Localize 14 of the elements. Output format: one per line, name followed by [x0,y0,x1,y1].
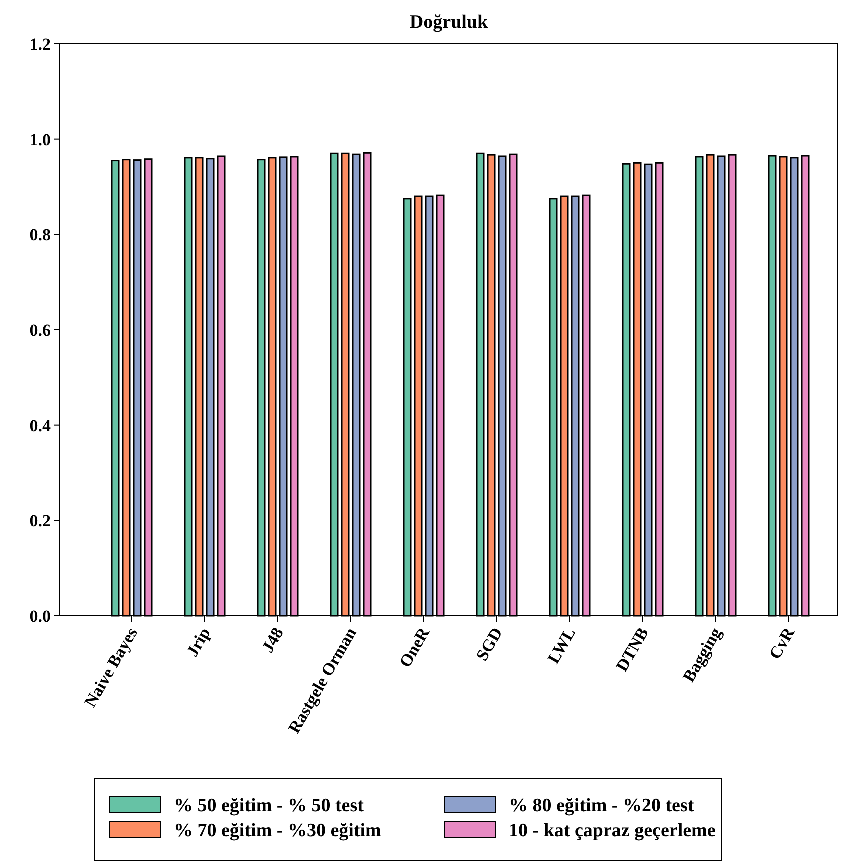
legend-label: % 80 eğitim - %20 test [509,796,695,817]
y-tick-label: 0.4 [30,416,52,436]
y-tick-label: 0.2 [30,512,51,531]
chart-title: Doğruluk [410,12,488,33]
y-tick-label: 0.8 [30,226,51,245]
legend-label: % 70 eğitim - %30 eğitim [174,820,382,842]
legend-label: % 50 eğitim - % 50 test [174,796,365,817]
x-tick-label: J48 [258,624,288,656]
x-tick-label: Jrip [182,624,214,660]
y-tick-label: 1.2 [30,34,51,54]
y-tick-label: 1.0 [30,130,51,150]
y-tick-label: 0.0 [30,606,51,626]
y-tick-label: 0.6 [30,320,51,340]
legend-label: 10 - kat çapraz geçerleme [509,820,716,842]
